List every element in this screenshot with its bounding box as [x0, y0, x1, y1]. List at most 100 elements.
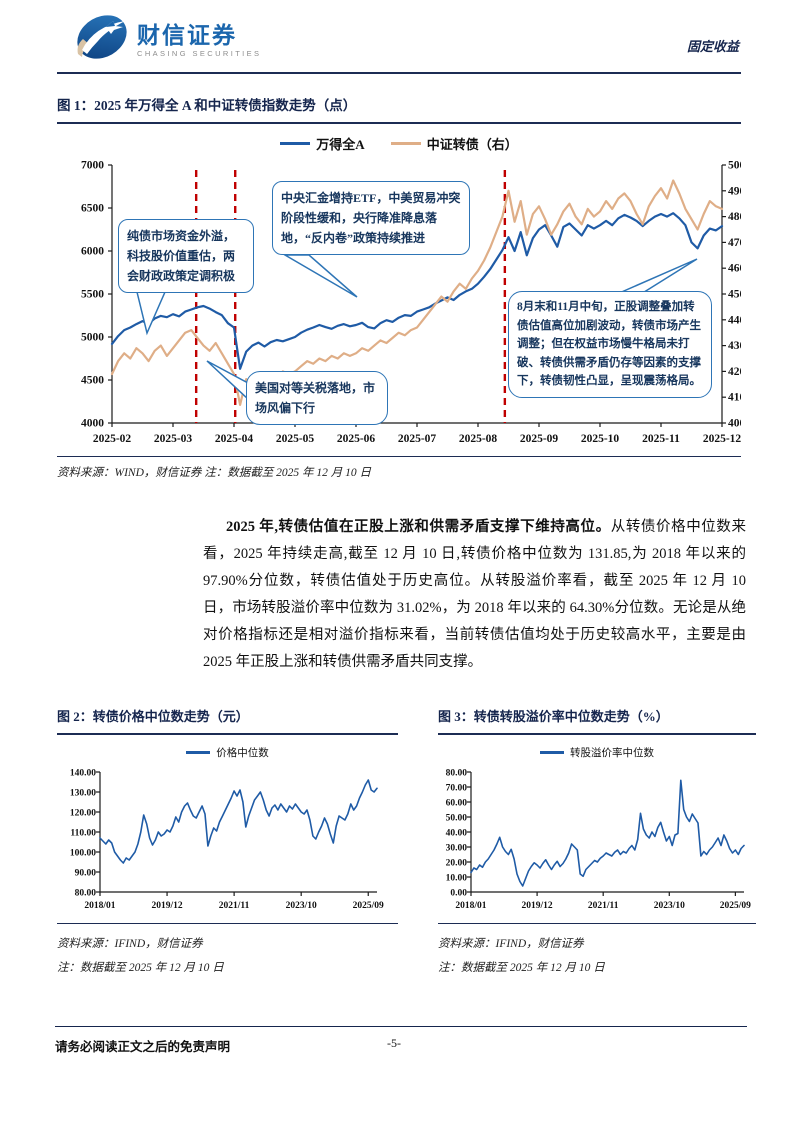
brand-name-en: CHASING SECURITIES [137, 48, 262, 58]
svg-text:2025/09: 2025/09 [720, 901, 751, 911]
legend-swatch [540, 751, 564, 754]
source-note: 注：数据截至 2025 年 12 月 10 日 [438, 962, 605, 974]
paragraph-body: 从转债价格中位数来看，2025 年持续走高,截至 12 月 10 日,转债价格中… [203, 519, 747, 670]
figure2-block: 图 2：转债价格中位数走势（元） 价格中位数 80.00 90.00 100.00 1… [57, 700, 398, 980]
figure1-legend: 万得全A 中证转债（右） [57, 134, 741, 153]
svg-text:60.00: 60.00 [446, 799, 468, 809]
svg-text:2025/09: 2025/09 [353, 901, 384, 911]
svg-text:450: 450 [728, 289, 741, 301]
svg-text:4000: 4000 [81, 418, 104, 430]
figure2-plot: 80.00 90.00 100.00 110.00 120.00 130.00 140.00… [70, 769, 384, 912]
svg-text:130.00: 130.00 [70, 789, 96, 799]
svg-text:20.00: 20.00 [446, 859, 468, 869]
brand-logo-icon [75, 14, 129, 66]
legend-swatch [280, 142, 311, 145]
svg-text:2025-10: 2025-10 [581, 433, 620, 445]
svg-text:2025-02: 2025-02 [93, 433, 132, 445]
annotation-callout: 8月末和11月中旬，正股调整叠加转债估值高位加剧波动，转债市场产生调整；但在权益… [508, 291, 712, 398]
svg-text:440: 440 [728, 314, 741, 326]
legend-item: 价格中位数 [186, 745, 269, 760]
svg-text:2021/11: 2021/11 [219, 901, 250, 911]
svg-text:460: 460 [728, 263, 741, 275]
legend-label: 中证转债（右） [426, 137, 518, 152]
svg-text:420: 420 [728, 366, 741, 378]
legend-item: 转股溢价率中位数 [540, 745, 654, 760]
svg-text:10.00: 10.00 [446, 874, 468, 884]
svg-text:2025-05: 2025-05 [276, 433, 315, 445]
svg-text:2023/10: 2023/10 [654, 901, 685, 911]
svg-text:0.00: 0.00 [450, 889, 467, 899]
svg-text:430: 430 [728, 340, 741, 352]
annotation-callout: 纯债市场资金外溢，科技股价值重估，两会财政政策定调积极 [118, 219, 254, 293]
source-note: 注：数据截至 2025 年 12 月 10 日 [57, 962, 224, 974]
figure3-block: 图 3：转债转股溢价率中位数走势（%） 转股溢价率中位数 0.00 10.00 20… [438, 700, 756, 980]
svg-text:2025-03: 2025-03 [154, 433, 193, 445]
svg-text:90.00: 90.00 [75, 869, 97, 879]
figure2-title: 图 2：转债价格中位数走势（元） [57, 700, 398, 735]
legend-label: 万得全A [316, 137, 365, 152]
svg-text:410: 410 [728, 392, 741, 404]
legend-item: 万得全A [280, 134, 365, 153]
figure2-source: 资料来源：IFIND，财信证券 注：数据截至 2025 年 12 月 10 日 [57, 923, 398, 980]
svg-text:2019/12: 2019/12 [151, 901, 182, 911]
svg-text:2018/01: 2018/01 [455, 901, 486, 911]
svg-text:2019/12: 2019/12 [522, 901, 553, 911]
figure1-chart: 4000 4500 5000 5500 6000 6500 7000 400 410 420 430… [57, 155, 741, 453]
svg-text:40.00: 40.00 [446, 829, 468, 839]
svg-text:6000: 6000 [81, 246, 104, 258]
svg-text:4500: 4500 [81, 375, 104, 387]
svg-text:2021/11: 2021/11 [588, 901, 619, 911]
svg-text:7000: 7000 [81, 160, 104, 172]
svg-text:2025-12: 2025-12 [703, 433, 741, 445]
report-category: 固定收益 [686, 39, 739, 54]
figure3-plot: 0.00 10.00 20.00 30.00 40.00 50.00 60.00 70.00 8… [446, 769, 752, 912]
legend-label: 价格中位数 [216, 747, 269, 759]
svg-text:2025-11: 2025-11 [642, 433, 680, 445]
svg-text:490: 490 [728, 185, 741, 197]
brand: 财信证券 CHASING SECURITIES [75, 14, 261, 66]
svg-text:5500: 5500 [81, 289, 104, 301]
figure1-title: 图 1：2025 年万得全 A 和中证转债指数走势（点） [57, 88, 741, 124]
figure1-plot: 4000 4500 5000 5500 6000 6500 7000 400 410 420 430… [81, 160, 741, 446]
body-paragraph: 2025 年,转债估值在正股上涨和供需矛盾支撑下维持高位。从转债价格中位数来看，… [203, 514, 746, 676]
figure3-chart: 0.00 10.00 20.00 30.00 40.00 50.00 60.00 70.00 8… [438, 764, 756, 921]
figure2-legend: 价格中位数 [57, 745, 398, 760]
figure2-chart: 80.00 90.00 100.00 110.00 120.00 130.00 140.00… [57, 764, 398, 921]
page-number: -5- [387, 1036, 401, 1050]
svg-text:70.00: 70.00 [446, 784, 468, 794]
figure1-block: 图 1：2025 年万得全 A 和中证转债指数走势（点） 万得全A 中证转债（右… [57, 88, 741, 480]
svg-text:2025-04: 2025-04 [215, 433, 254, 445]
figure3-legend: 转股溢价率中位数 [438, 745, 756, 760]
legend-swatch [186, 751, 211, 754]
svg-text:80.00: 80.00 [75, 889, 97, 899]
svg-text:2025-08: 2025-08 [459, 433, 498, 445]
page-header: 财信证券 CHASING SECURITIES 固定收益 [57, 12, 741, 74]
svg-text:500: 500 [728, 160, 741, 172]
figure3-source: 资料来源：IFIND，财信证券 注：数据截至 2025 年 12 月 10 日 [438, 923, 756, 980]
footer-disclaimer: 请务必阅读正文之后的免责声明 [55, 1040, 231, 1054]
svg-text:2018/01: 2018/01 [84, 901, 115, 911]
svg-text:120.00: 120.00 [70, 809, 96, 819]
svg-text:30.00: 30.00 [446, 844, 468, 854]
svg-text:2023/10: 2023/10 [286, 901, 317, 911]
svg-text:6500: 6500 [81, 203, 104, 215]
figure3-title: 图 3：转债转股溢价率中位数走势（%） [438, 700, 756, 735]
page-footer: 请务必阅读正文之后的免责声明 -5- [55, 1026, 747, 1056]
figures-row: 图 2：转债价格中位数走势（元） 价格中位数 80.00 90.00 100.00 1… [57, 700, 756, 980]
svg-text:2025-07: 2025-07 [398, 433, 437, 445]
svg-text:5000: 5000 [81, 332, 104, 344]
source-line: 资料来源：IFIND，财信证券 [57, 938, 203, 950]
annotation-callout: 中央汇金增持ETF，中美贸易冲突阶段性缓和，央行降准降息落地，“反内卷”政策持续… [272, 181, 470, 255]
svg-text:80.00: 80.00 [446, 769, 468, 779]
svg-text:50.00: 50.00 [446, 814, 468, 824]
svg-text:2025-09: 2025-09 [520, 433, 559, 445]
figure1-source: 资料来源：WIND，财信证券 注：数据截至 2025 年 12 月 10 日 [57, 456, 741, 480]
legend-swatch [390, 142, 421, 145]
source-line: 资料来源：IFIND，财信证券 [438, 938, 584, 950]
svg-text:400: 400 [728, 418, 741, 430]
brand-name-cn: 财信证券 [137, 21, 237, 48]
legend-label: 转股溢价率中位数 [570, 747, 654, 759]
svg-text:100.00: 100.00 [70, 849, 96, 859]
svg-text:2025-06: 2025-06 [337, 433, 376, 445]
